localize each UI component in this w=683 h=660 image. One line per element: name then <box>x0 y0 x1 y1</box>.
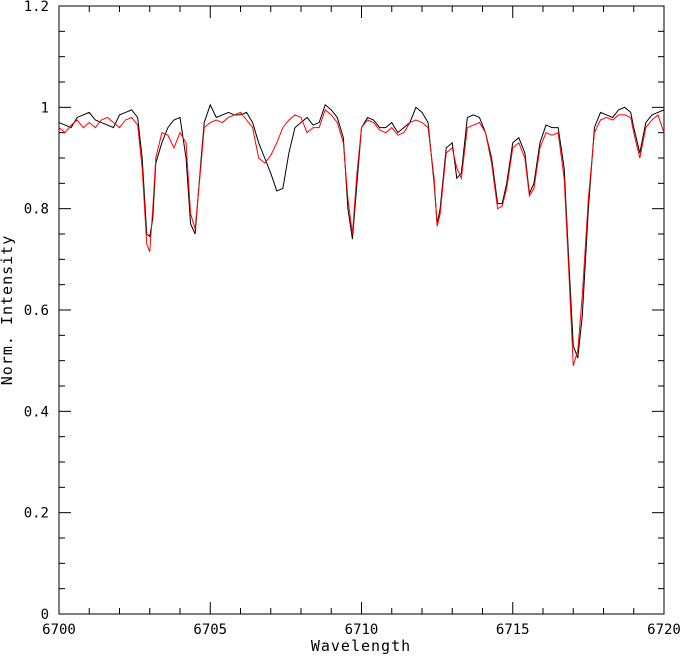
series-layer <box>58 103 665 366</box>
y-tick-label: 0.2 <box>24 506 49 522</box>
y-tick-labels: 0 0.2 0.4 0.6 0.8 1 1.2 <box>24 0 49 623</box>
y-tick-label: 1 <box>41 100 49 116</box>
axis-ticks <box>58 5 665 615</box>
y-tick-label: 0 <box>41 607 49 623</box>
x-tick-labels: 6700 6705 6710 6715 6720 <box>42 622 681 638</box>
y-axis-label: Norm. Intensity <box>0 235 16 385</box>
observed-spectrum-line <box>58 103 665 359</box>
x-axis-label: Wavelength <box>311 637 411 655</box>
y-tick-label: 1.2 <box>24 0 49 15</box>
x-tick-label: 6715 <box>496 622 530 638</box>
model-spectrum-line <box>58 109 665 366</box>
x-tick-label: 6700 <box>42 622 76 638</box>
plot-frame <box>58 5 665 615</box>
y-tick-label: 0.4 <box>24 404 49 420</box>
x-tick-label: 6710 <box>345 622 379 638</box>
x-tick-label: 6705 <box>193 622 227 638</box>
x-tick-label: 6720 <box>647 622 681 638</box>
y-tick-label: 0.6 <box>24 303 49 319</box>
y-tick-label: 0.8 <box>24 202 49 218</box>
